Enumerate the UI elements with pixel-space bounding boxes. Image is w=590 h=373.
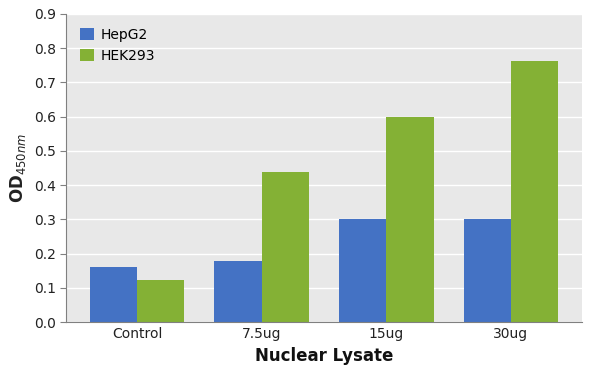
Bar [214,261,262,322]
Bar [90,267,137,322]
Legend: HepG2, HEK293: HepG2, HEK293 [73,21,162,70]
Bar [339,219,386,322]
Bar [137,280,185,322]
Bar [386,117,434,322]
Bar [511,61,558,322]
X-axis label: Nuclear Lysate: Nuclear Lysate [255,347,393,365]
Bar [262,172,309,322]
Bar [464,219,511,322]
Y-axis label: OD$_{450nm}$: OD$_{450nm}$ [8,133,28,203]
